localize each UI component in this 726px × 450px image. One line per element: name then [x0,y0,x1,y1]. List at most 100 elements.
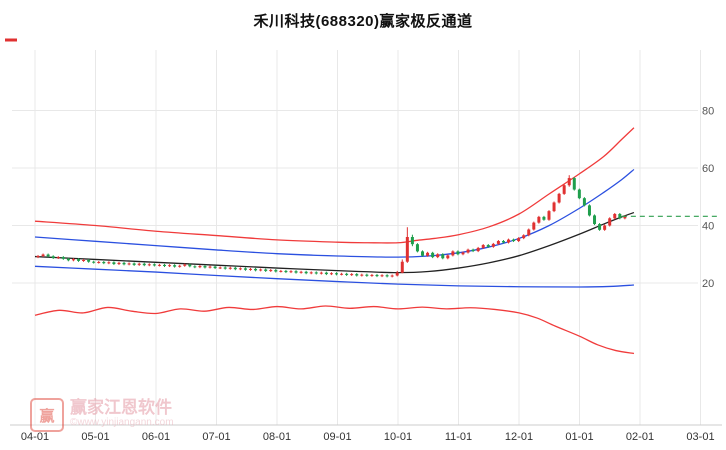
candle-body [446,255,450,259]
candle-body [294,271,298,273]
candle-body [335,273,339,275]
candle-body [400,261,404,273]
candle-body [431,252,435,258]
x-axis-label: 02-01 [626,431,654,443]
candle-body [481,245,485,248]
candle-body [552,202,556,212]
candle-body [587,205,591,216]
candle-body [193,266,197,268]
candle-body [486,245,490,247]
candle-body [623,216,627,219]
candle-body [517,238,521,242]
candle-body [76,259,80,261]
candle-body [66,258,70,261]
upper-channel-blue-line [34,168,635,258]
x-axis-label: 01-01 [565,431,593,443]
candle-body [593,215,597,225]
candle-body [512,239,516,242]
candle-body [329,273,333,275]
candle-body [507,239,511,243]
candle-body [461,252,465,255]
candle-body [522,235,526,239]
x-axis-label: 10-01 [384,431,412,443]
x-axis-label: 12-01 [505,431,533,443]
candle-body [375,274,379,277]
candle-body [87,260,91,262]
candle-body [542,216,546,220]
candle-body [228,267,232,269]
x-axis-label: 03-01 [686,431,714,443]
candle-body [97,262,101,264]
candle-body [188,264,192,267]
candle-body [405,237,409,262]
candle-body [360,274,364,276]
candle-body [608,218,612,226]
candle-body [319,272,323,274]
candle-body [284,270,288,273]
x-axis-label: 05-01 [81,431,109,443]
candle-body [380,275,384,277]
candle-body [157,264,161,266]
candle-body [122,262,126,265]
candle-body [213,266,217,269]
candle-body [395,272,399,276]
candle-body [289,271,293,273]
candle-body [183,264,187,266]
y-axis-label: 80 [702,106,714,118]
upper-extreme-red-line [34,127,635,244]
x-axis-label: 09-01 [323,431,351,443]
candle-body [163,264,167,267]
candle-body [355,274,359,276]
candle-body [299,271,303,273]
candle-body [168,265,172,267]
candle-body [324,272,328,275]
candle-body [132,263,136,265]
candle-body [527,229,531,236]
candle-body [501,241,505,243]
candle-body [314,272,318,274]
lower-extreme-red-line [34,305,635,355]
candle-body [218,267,222,269]
x-axis-label: 11-01 [445,431,472,443]
candle-body [562,185,566,194]
candle-body [598,224,602,230]
x-axis-label: 07-01 [202,431,230,443]
y-axis-label: 60 [702,163,714,175]
candle-body [51,256,55,258]
candle-body [274,270,278,272]
candle-body [56,257,60,259]
mid-life-line-black-line [34,211,635,274]
candle-body [173,265,177,267]
candle-body [279,270,283,272]
candle-body [254,268,258,271]
candle-body [92,261,96,263]
candle-body [410,237,414,245]
chart-title: 禾川科技(688320)赢家极反通道 [253,13,473,30]
candle-body [107,262,111,264]
candle-body [618,214,622,219]
candle-body [203,266,207,268]
candle-body [147,264,151,266]
candle-body [370,274,374,276]
candle-body [178,265,182,267]
candle-body [102,262,106,264]
candle-body [436,254,440,258]
candle-body [152,264,156,266]
candle-body [137,263,141,265]
candle-body [345,273,349,275]
candle-body [577,189,581,199]
candle-body [476,247,480,252]
candle-body [451,251,455,256]
candle-body [61,257,65,259]
candle-body [238,268,242,270]
candle-body [142,263,146,266]
candle-body [309,272,313,274]
candle-body [582,198,586,206]
candle-body [223,267,227,269]
candle-body [466,249,470,253]
candle-body [572,178,576,190]
candle-body [496,241,500,244]
candle-body [198,266,202,268]
